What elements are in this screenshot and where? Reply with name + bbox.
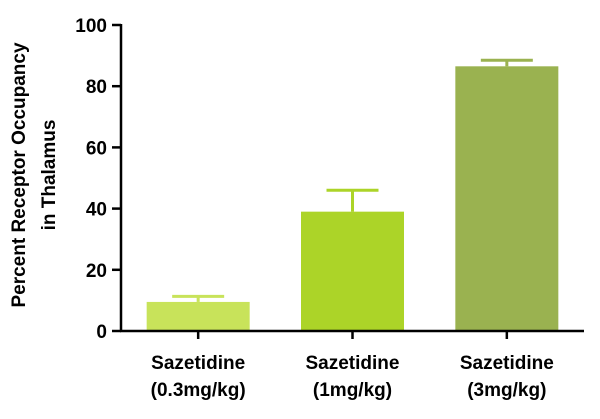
error-bars-group [172,58,533,302]
x-tick-label-3-line-2: (3mg/kg) [467,380,546,401]
y-tick-label-100: 100 [75,16,107,37]
bar-1 [146,301,250,331]
x-tick-label-1-line-1: Sazetidine [151,353,245,374]
y-axis-title: Percent Receptor Occupancy in Thalamus [9,42,60,307]
y-tick-label-20: 20 [86,261,107,282]
x-ticks-group: Sazetidine (0.3mg/kg) Sazetidine (1mg/kg) Sa… [151,331,554,401]
bar-2 [301,211,404,331]
y-tick-label-80: 80 [86,77,107,98]
x-tick-label-3-line-1: Sazetidine [460,353,554,374]
x-tick-label-2-line-2: (1mg/kg) [313,380,392,401]
y-ticks-group: 0 20 40 60 80 100 [75,16,121,343]
bars-group [146,66,559,331]
y-axis-title-line-1: Percent Receptor Occupancy [9,42,30,307]
x-tick-label-1-line-2: (0.3mg/kg) [151,380,246,401]
y-axis-title-line-2: in Thalamus [39,120,60,231]
x-tick-label-2-line-1: Sazetidine [306,353,400,374]
y-tick-label-40: 40 [86,200,107,221]
y-tick-label-0: 0 [96,322,107,343]
y-tick-label-60: 60 [86,138,107,159]
bar-3 [455,66,559,331]
